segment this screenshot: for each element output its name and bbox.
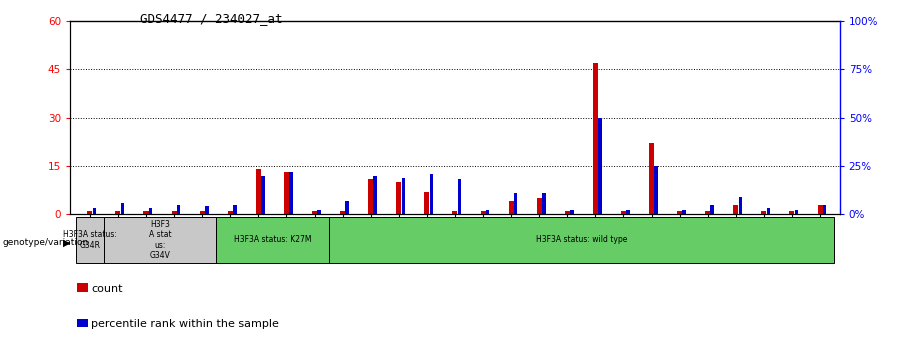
Bar: [649, 143, 654, 214]
Bar: [284, 172, 289, 214]
Bar: [148, 209, 152, 214]
Bar: [682, 210, 686, 214]
Bar: [453, 211, 457, 214]
Bar: [486, 210, 490, 214]
FancyBboxPatch shape: [76, 217, 104, 263]
Bar: [374, 176, 377, 214]
Bar: [115, 211, 121, 214]
Bar: [261, 176, 265, 214]
Bar: [706, 211, 710, 214]
Text: GDS4477 / 234027_at: GDS4477 / 234027_at: [140, 12, 282, 25]
Bar: [570, 210, 573, 214]
Bar: [424, 192, 429, 214]
Bar: [143, 211, 148, 214]
Bar: [817, 205, 823, 214]
Bar: [626, 210, 630, 214]
Bar: [429, 174, 433, 214]
Bar: [514, 193, 518, 214]
Bar: [396, 182, 401, 214]
Bar: [312, 211, 317, 214]
Bar: [654, 166, 658, 214]
FancyBboxPatch shape: [328, 217, 834, 263]
Text: ▶: ▶: [63, 238, 70, 247]
Bar: [87, 211, 93, 214]
Bar: [542, 193, 545, 214]
Bar: [767, 209, 770, 214]
Bar: [318, 210, 321, 214]
Bar: [761, 211, 767, 214]
Bar: [677, 211, 682, 214]
Text: count: count: [91, 284, 122, 294]
Bar: [93, 209, 96, 214]
Bar: [401, 177, 405, 214]
Bar: [121, 202, 124, 214]
FancyBboxPatch shape: [104, 217, 216, 263]
Bar: [346, 201, 349, 214]
Bar: [289, 172, 293, 214]
Bar: [458, 179, 462, 214]
FancyBboxPatch shape: [216, 217, 328, 263]
Bar: [739, 197, 742, 214]
Bar: [734, 205, 738, 214]
Bar: [368, 179, 373, 214]
Bar: [340, 211, 345, 214]
Bar: [233, 205, 237, 214]
Bar: [621, 211, 626, 214]
Text: percentile rank within the sample: percentile rank within the sample: [91, 319, 279, 329]
Bar: [789, 211, 795, 214]
Bar: [176, 205, 181, 214]
Bar: [508, 201, 514, 214]
Text: genotype/variation: genotype/variation: [3, 238, 89, 247]
Text: H3F3
A stat
us:
G34V: H3F3 A stat us: G34V: [148, 220, 171, 260]
Bar: [205, 206, 209, 214]
Bar: [200, 211, 204, 214]
Text: H3F3A status: K27M: H3F3A status: K27M: [234, 235, 311, 244]
Bar: [536, 198, 542, 214]
Bar: [256, 169, 261, 214]
Bar: [172, 211, 176, 214]
Text: H3F3A status: wild type: H3F3A status: wild type: [536, 235, 627, 244]
Bar: [565, 211, 570, 214]
Bar: [481, 211, 486, 214]
Bar: [228, 211, 233, 214]
Bar: [593, 63, 598, 214]
Text: H3F3A status:
G34R: H3F3A status: G34R: [63, 230, 117, 250]
Bar: [710, 205, 714, 214]
Bar: [823, 205, 826, 214]
Bar: [795, 210, 798, 214]
Bar: [598, 118, 602, 214]
